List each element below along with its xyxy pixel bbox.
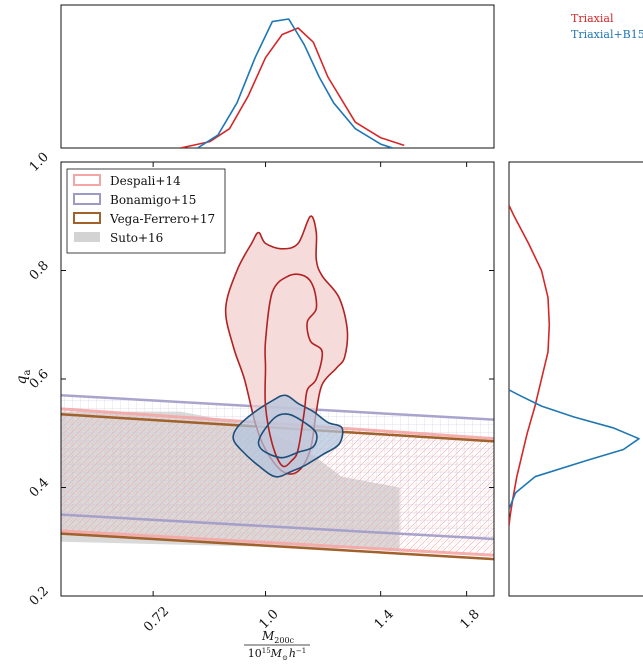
- legend-suto: Suto+16: [110, 231, 163, 245]
- right-marginal-panel: [508, 161, 643, 597]
- x-tick-label: 1.4: [372, 607, 397, 632]
- legend-swatch-vega-ferrero: [73, 212, 101, 224]
- right-panel-frame: [508, 161, 643, 597]
- contour-3: [232, 394, 344, 478]
- xlabel-num-sub: 200c: [274, 636, 294, 645]
- y-tick-label: 1.0: [27, 150, 52, 175]
- contour-2: [257, 413, 318, 459]
- legend-despali: Despali+14: [110, 174, 181, 188]
- contour-0: [264, 273, 324, 468]
- legend-vega-ferrero: Vega-Ferrero+17: [109, 212, 215, 226]
- xlabel-den-10: 10: [248, 647, 262, 660]
- legend-swatch-suto: [74, 232, 100, 242]
- main-legend: Despali+14 Bonamigo+15 Vega-Ferrero+17 S…: [66, 168, 226, 254]
- y-tick-label: 0.2: [27, 584, 52, 609]
- right-curve-1: [509, 389, 640, 510]
- legend-swatch-bonamigo: [73, 193, 101, 205]
- svg-text:M200c: M200c: [261, 629, 295, 645]
- top-right-legend: Triaxial Triaxial+B15: [571, 12, 643, 41]
- xlabel-num: M: [261, 629, 275, 643]
- x-tick-label: 1.8: [458, 607, 483, 632]
- xlabel-den-hsup: −1: [296, 647, 306, 655]
- x-tick-label: 0.72: [141, 604, 172, 635]
- y-axis-label: qa: [14, 370, 33, 385]
- legend-swatch-despali: [73, 174, 101, 186]
- band-lower-line-0: [61, 529, 494, 557]
- xlabel-den-h: h: [289, 647, 296, 660]
- band-lower-line-2: [61, 532, 494, 561]
- ylabel-sub: a: [22, 370, 33, 376]
- legend-bonamigo: Bonamigo+15: [110, 193, 196, 207]
- x-axis-label: M200c 1015M⊙h−1: [244, 629, 310, 662]
- ylabel-main: q: [14, 375, 30, 384]
- svg-text:1015M⊙h−1: 1015M⊙h−1: [248, 647, 306, 662]
- xlabel-den-sun: ⊙: [282, 654, 288, 662]
- top-marginal-panel: [60, 4, 495, 149]
- legend-triaxial-b15: Triaxial+B15: [571, 28, 643, 41]
- top-curve-1: [197, 18, 393, 148]
- y-tick-label: 0.4: [27, 475, 52, 500]
- xlabel-den-m: M: [270, 647, 283, 660]
- svg-text:qa: qa: [14, 370, 33, 385]
- right-curve-0: [509, 205, 551, 526]
- top-panel-frame: [60, 4, 495, 149]
- top-curve-0: [180, 27, 405, 148]
- legend-triaxial: Triaxial: [571, 12, 614, 25]
- band-lower-line-1: [61, 513, 494, 541]
- xlabel-den-15: 15: [262, 647, 271, 655]
- y-tick-label: 0.8: [27, 258, 52, 283]
